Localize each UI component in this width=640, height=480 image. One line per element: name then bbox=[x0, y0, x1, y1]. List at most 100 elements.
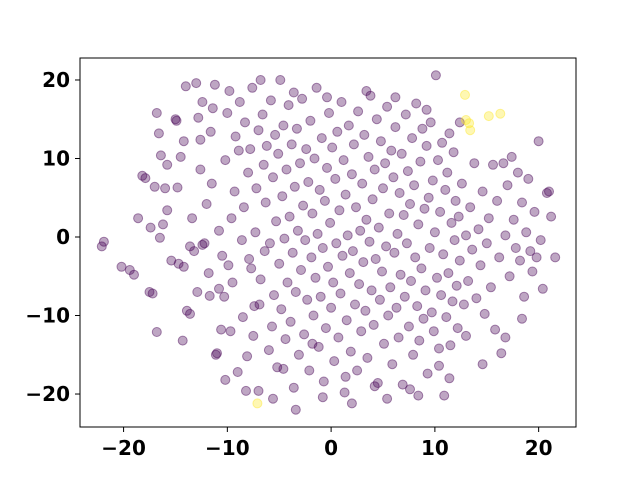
scatter-point-0-264 bbox=[452, 323, 463, 334]
scatter-point-0-322 bbox=[288, 87, 299, 98]
scatter-point-0-258 bbox=[446, 217, 457, 228]
scatter-point-0-336 bbox=[290, 404, 301, 415]
scatter-point-0-82 bbox=[263, 345, 274, 356]
scatter-point-0-190 bbox=[375, 136, 386, 147]
scatter-point-0-12 bbox=[151, 327, 162, 337]
scatter-point-0-30 bbox=[191, 78, 202, 89]
scatter-point-0-96 bbox=[278, 120, 289, 131]
scatter-point-0-273 bbox=[469, 158, 480, 169]
scatter-point-0-124 bbox=[307, 208, 318, 219]
scatter-point-0-197 bbox=[383, 310, 394, 321]
scatter-point-0-144 bbox=[328, 277, 339, 288]
scatter-point-0-81 bbox=[261, 140, 272, 151]
scatter-point-0-166 bbox=[351, 202, 361, 213]
scatter-point-0-229 bbox=[416, 263, 427, 274]
scatter-point-0-137 bbox=[320, 323, 331, 334]
scatter-point-0-315 bbox=[405, 384, 415, 395]
scatter-point-0-93 bbox=[275, 75, 286, 85]
scatter-point-0-31 bbox=[192, 287, 203, 297]
scatter-point-0-161 bbox=[345, 346, 356, 357]
scatter-point-0-131 bbox=[314, 184, 325, 195]
x-axis: −20 −10 0 10 20 bbox=[101, 427, 553, 460]
scatter-point-0-164 bbox=[348, 139, 359, 150]
scatter-point-0-86 bbox=[268, 172, 278, 183]
scatter-point-0-125 bbox=[308, 310, 319, 321]
scatter-point-0-0 bbox=[96, 241, 107, 252]
scatter-point-0-294 bbox=[512, 167, 523, 178]
scatter-point-0-151 bbox=[335, 288, 346, 299]
scatter-point-0-302 bbox=[529, 206, 540, 217]
scatter-point-0-262 bbox=[450, 195, 461, 206]
scatter-point-0-201 bbox=[387, 359, 398, 370]
scatter-point-1-4 bbox=[483, 111, 494, 122]
scatter-point-0-247 bbox=[435, 206, 446, 217]
scatter-point-0-225 bbox=[412, 301, 423, 312]
scatter-point-0-138 bbox=[322, 162, 332, 173]
scatter-point-0-27 bbox=[185, 308, 195, 319]
scatter-point-0-231 bbox=[418, 313, 429, 324]
scatter-point-0-171 bbox=[356, 326, 367, 337]
scatter-point-0-46 bbox=[216, 324, 227, 335]
scatter-point-0-284 bbox=[492, 195, 503, 206]
scatter-point-0-100 bbox=[282, 277, 293, 288]
scatter-point-0-274 bbox=[471, 293, 482, 304]
scatter-point-0-43 bbox=[210, 349, 221, 360]
scatter-point-0-202 bbox=[388, 172, 399, 183]
scatter-point-0-36 bbox=[201, 199, 212, 209]
scatter-point-0-174 bbox=[359, 129, 370, 140]
scatter-point-0-318 bbox=[162, 205, 173, 216]
scatter-point-0-129 bbox=[312, 228, 323, 239]
scatter-point-1-6 bbox=[252, 398, 263, 409]
scatter-point-0-252 bbox=[440, 184, 451, 195]
scatter-point-0-266 bbox=[454, 255, 465, 266]
scatter-point-0-333 bbox=[220, 374, 231, 385]
scatter-point-0-337 bbox=[317, 392, 328, 403]
scatter-point-0-215 bbox=[401, 238, 412, 249]
scatter-point-0-222 bbox=[409, 180, 420, 191]
scatter-point-0-239 bbox=[426, 307, 437, 318]
scatter-point-0-91 bbox=[273, 148, 284, 159]
scatter-point-0-282 bbox=[488, 159, 498, 170]
scatter-point-0-58 bbox=[233, 145, 244, 156]
scatter-point-0-204 bbox=[390, 122, 401, 133]
scatter-point-0-345 bbox=[537, 283, 548, 294]
scatter-point-0-210 bbox=[396, 148, 407, 159]
scatter-point-0-338 bbox=[346, 398, 357, 409]
scatter-point-0-329 bbox=[133, 213, 144, 224]
scatter-point-0-218 bbox=[405, 199, 415, 209]
scatter-point-0-261 bbox=[449, 235, 460, 246]
scatter-point-0-200 bbox=[386, 145, 397, 156]
scatter-point-0-167 bbox=[352, 365, 363, 376]
plot-area-frame bbox=[79, 57, 577, 428]
scatter-point-0-75 bbox=[254, 299, 265, 310]
scatter-point-0-78 bbox=[258, 159, 269, 170]
scatter-point-0-241 bbox=[428, 326, 439, 337]
scatter-point-0-68 bbox=[246, 263, 257, 274]
scatter-point-0-101 bbox=[283, 100, 294, 111]
scatter-point-0-126 bbox=[309, 153, 320, 164]
scatter-point-0-280 bbox=[483, 213, 494, 224]
scatter-point-0-185 bbox=[370, 254, 381, 264]
scatter-point-0-331 bbox=[178, 136, 189, 147]
scatter-point-0-328 bbox=[116, 261, 127, 272]
scatter-point-0-335 bbox=[268, 393, 278, 404]
scatter-point-0-296 bbox=[517, 197, 527, 208]
points-layer bbox=[96, 70, 561, 415]
scatter-point-0-146 bbox=[330, 173, 341, 184]
scatter-point-0-52 bbox=[225, 326, 236, 337]
scatter-point-0-111 bbox=[293, 349, 304, 360]
scatter-point-0-59 bbox=[234, 97, 245, 107]
scatter-point-0-116 bbox=[299, 329, 310, 340]
scatter-point-0-181 bbox=[366, 285, 377, 296]
scatter-point-0-193 bbox=[379, 338, 389, 349]
scatter-point-0-74 bbox=[253, 385, 264, 396]
scatter-point-0-289 bbox=[502, 180, 513, 191]
scatter-point-0-9 bbox=[149, 181, 160, 192]
scatter-point-0-169 bbox=[354, 279, 365, 290]
scatter-point-0-235 bbox=[422, 368, 433, 379]
scatter-point-0-270 bbox=[463, 276, 474, 286]
scatter-point-0-159 bbox=[343, 120, 354, 131]
scatter-point-0-298 bbox=[521, 227, 532, 238]
scatter-point-0-263 bbox=[451, 280, 462, 291]
